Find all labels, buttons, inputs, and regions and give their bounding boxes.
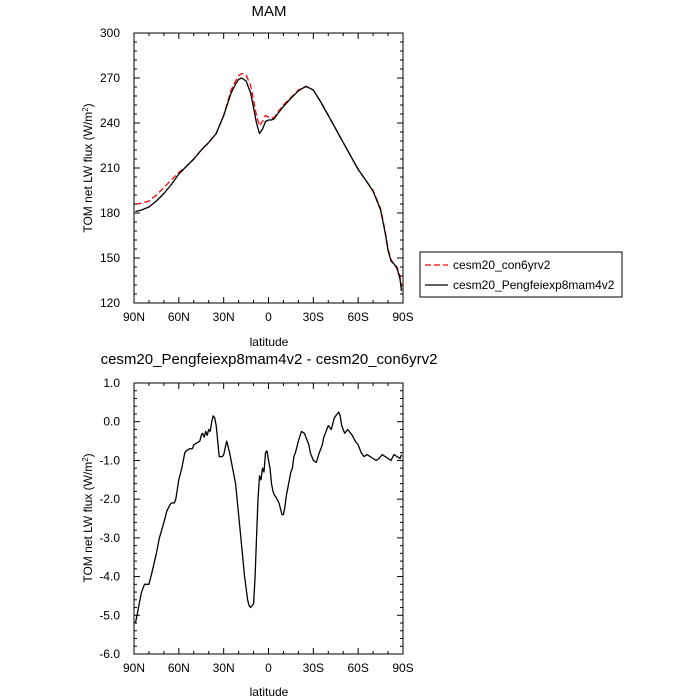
top-xtick-label: 30N [213, 310, 235, 324]
top-ylabel-close: ) [81, 103, 95, 107]
bottom-ylabel-text: TOM net LW flux (W/m [81, 462, 95, 583]
top-xtick-label: 60S [347, 310, 368, 324]
top-series-line-cesm20-con6yrv2 [135, 72, 403, 287]
top-xlabel: latitude [250, 335, 289, 349]
bottom-plot-frame [133, 382, 404, 655]
bottom-ytick-label: -6.0 [99, 647, 120, 661]
bottom-ytick-label: -4.0 [99, 570, 120, 584]
bottom-ytick-label: -5.0 [99, 608, 120, 622]
bottom-panel: cesm20_Pengfeiexp8mam4v2 - cesm20_con6yr… [81, 351, 438, 699]
bottom-ytick-label: -1.0 [99, 453, 120, 467]
bottom-series-line-difference [134, 411, 403, 624]
top-xtick-label: 90S [392, 310, 413, 324]
legend-box [419, 251, 623, 298]
bottom-ylabel-close: ) [81, 453, 95, 457]
bottom-ylabel-sup: 2 [81, 457, 90, 462]
bottom-ytick-label: 1.0 [103, 376, 120, 390]
bottom-axis-ticks: 90N 60N 30N 0 30S 60S 90S 1.0 0.0 -1.0 -2.0 -3.0 -4.… [99, 376, 413, 675]
top-ytick-label: 240 [100, 116, 120, 130]
top-plot-area [135, 72, 403, 292]
top-ylabel: TOM net LW flux (W/m2) [81, 103, 96, 232]
top-ylabel-text: TOM net LW flux (W/m [81, 112, 95, 233]
legend-label-pengfeiexp8mam4v2: cesm20_Pengfeiexp8mam4v2 [453, 278, 615, 292]
bottom-plot-area [134, 411, 403, 624]
bottom-xtick-label: 30N [213, 661, 235, 675]
top-xtick-label: 0 [265, 310, 272, 324]
bottom-xtick-label: 0 [265, 661, 272, 675]
top-panel: MAM 90N 60N 30N 0 30S 60S 90S 120 150 180 210 240 27… [81, 3, 414, 349]
top-series-line-cesm20-pengfeiexp8mam4v2 [135, 77, 403, 292]
bottom-ylabel: TOM net LW flux (W/m2) [81, 453, 96, 582]
top-ytick-label: 180 [100, 206, 120, 220]
top-ytick-label: 150 [100, 251, 120, 265]
top-xtick-label: 60N [168, 310, 190, 324]
top-ytick-label: 270 [100, 71, 120, 85]
top-ytick-label: 120 [100, 296, 120, 310]
legend: cesm20_con6yrv2 cesm20_Pengfeiexp8mam4v2 [419, 251, 623, 298]
top-ytick-label: 300 [100, 26, 120, 40]
top-xtick-label: 30S [303, 310, 324, 324]
bottom-xlabel: latitude [250, 685, 289, 699]
bottom-xtick-label: 90S [392, 661, 413, 675]
bottom-xtick-label: 60N [168, 661, 190, 675]
top-plot-frame [133, 32, 404, 304]
bottom-ytick-label: -3.0 [99, 531, 120, 545]
top-title: MAM [252, 3, 287, 20]
bottom-ytick-label: 0.0 [103, 415, 120, 429]
bottom-ytick-label: -2.0 [99, 492, 120, 506]
bottom-title: cesm20_Pengfeiexp8mam4v2 - cesm20_con6yr… [101, 351, 438, 368]
top-ytick-label: 210 [100, 161, 120, 175]
top-ylabel-sup: 2 [81, 107, 90, 112]
top-axis-ticks: 90N 60N 30N 0 30S 60S 90S 120 150 180 210 240 270 300 [100, 26, 414, 324]
legend-label-con6yrv2: cesm20_con6yrv2 [453, 258, 551, 272]
bottom-xtick-label: 60S [347, 661, 368, 675]
top-xtick-label: 90N [123, 310, 145, 324]
bottom-xtick-label: 90N [123, 661, 145, 675]
bottom-xtick-label: 30S [303, 661, 324, 675]
